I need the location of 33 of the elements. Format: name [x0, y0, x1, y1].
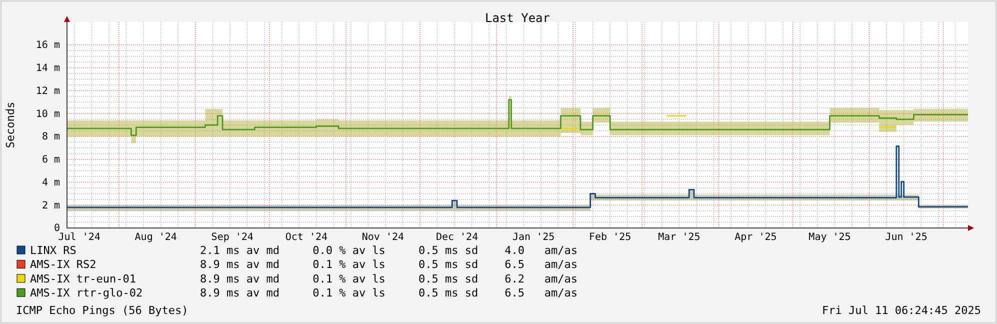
- y-tick-label: 0: [54, 223, 60, 234]
- y-tick-label: 6 m: [42, 154, 60, 166]
- x-tick-label: Sep '24: [211, 232, 254, 244]
- x-tick-label: Dec '24: [436, 232, 478, 244]
- y-tick-label: 16 m: [36, 40, 60, 52]
- chart-title: Last Year: [484, 11, 550, 25]
- text: 8.9 ms av md 0.1 % av ls 0.5 ms sd 6.2 am/as: [200, 272, 578, 286]
- y-tick-label: 2 m: [42, 200, 60, 212]
- legend-label: AMS-IX rtr-glo-02: [30, 286, 143, 300]
- text: 2.1 ms av md 0.0 % av ls 0.5 ms sd 4.0 am/as: [200, 244, 578, 257]
- y-tick-label: 14 m: [36, 62, 60, 74]
- text: ICMP Echo Pings (56 Bytes): [16, 304, 188, 317]
- x-tick-label: Feb '25: [588, 232, 632, 244]
- x-tick-label: Oct '24: [285, 232, 328, 244]
- y-tick-label: 8 m: [42, 132, 60, 143]
- y-tick-label: 10 m: [36, 108, 60, 120]
- legend-label: AMS-IX RS2: [30, 258, 96, 272]
- x-tick-label: Aug '24: [134, 232, 177, 244]
- x-tick-label: Jan '25: [512, 232, 555, 244]
- legend-label: AMS-IX tr-eun-01: [30, 272, 136, 286]
- text: 8.9 ms av md 0.1 % av ls 0.5 ms sd 6.5 am/as: [200, 258, 578, 272]
- y-tick-label: 12 m: [36, 86, 60, 97]
- legend-label: LINX RS: [30, 244, 76, 257]
- x-tick-label: Nov '24: [362, 232, 404, 244]
- x-tick-label: Jun '25: [885, 232, 928, 244]
- text: 8.9 ms av md 0.1 % av ls 0.5 ms sd 6.5 am/as: [200, 286, 578, 300]
- text: Fri Jul 11 06:24:45 2025: [822, 304, 981, 317]
- y-tick-label: 4 m: [42, 177, 60, 188]
- x-tick-label: Mar '25: [658, 232, 700, 244]
- x-tick-label: Apr '25: [734, 232, 777, 244]
- x-tick-label: Jul '24: [58, 232, 100, 244]
- x-tick-label: May '25: [808, 232, 851, 244]
- y-axis-title: Seconds: [4, 102, 17, 148]
